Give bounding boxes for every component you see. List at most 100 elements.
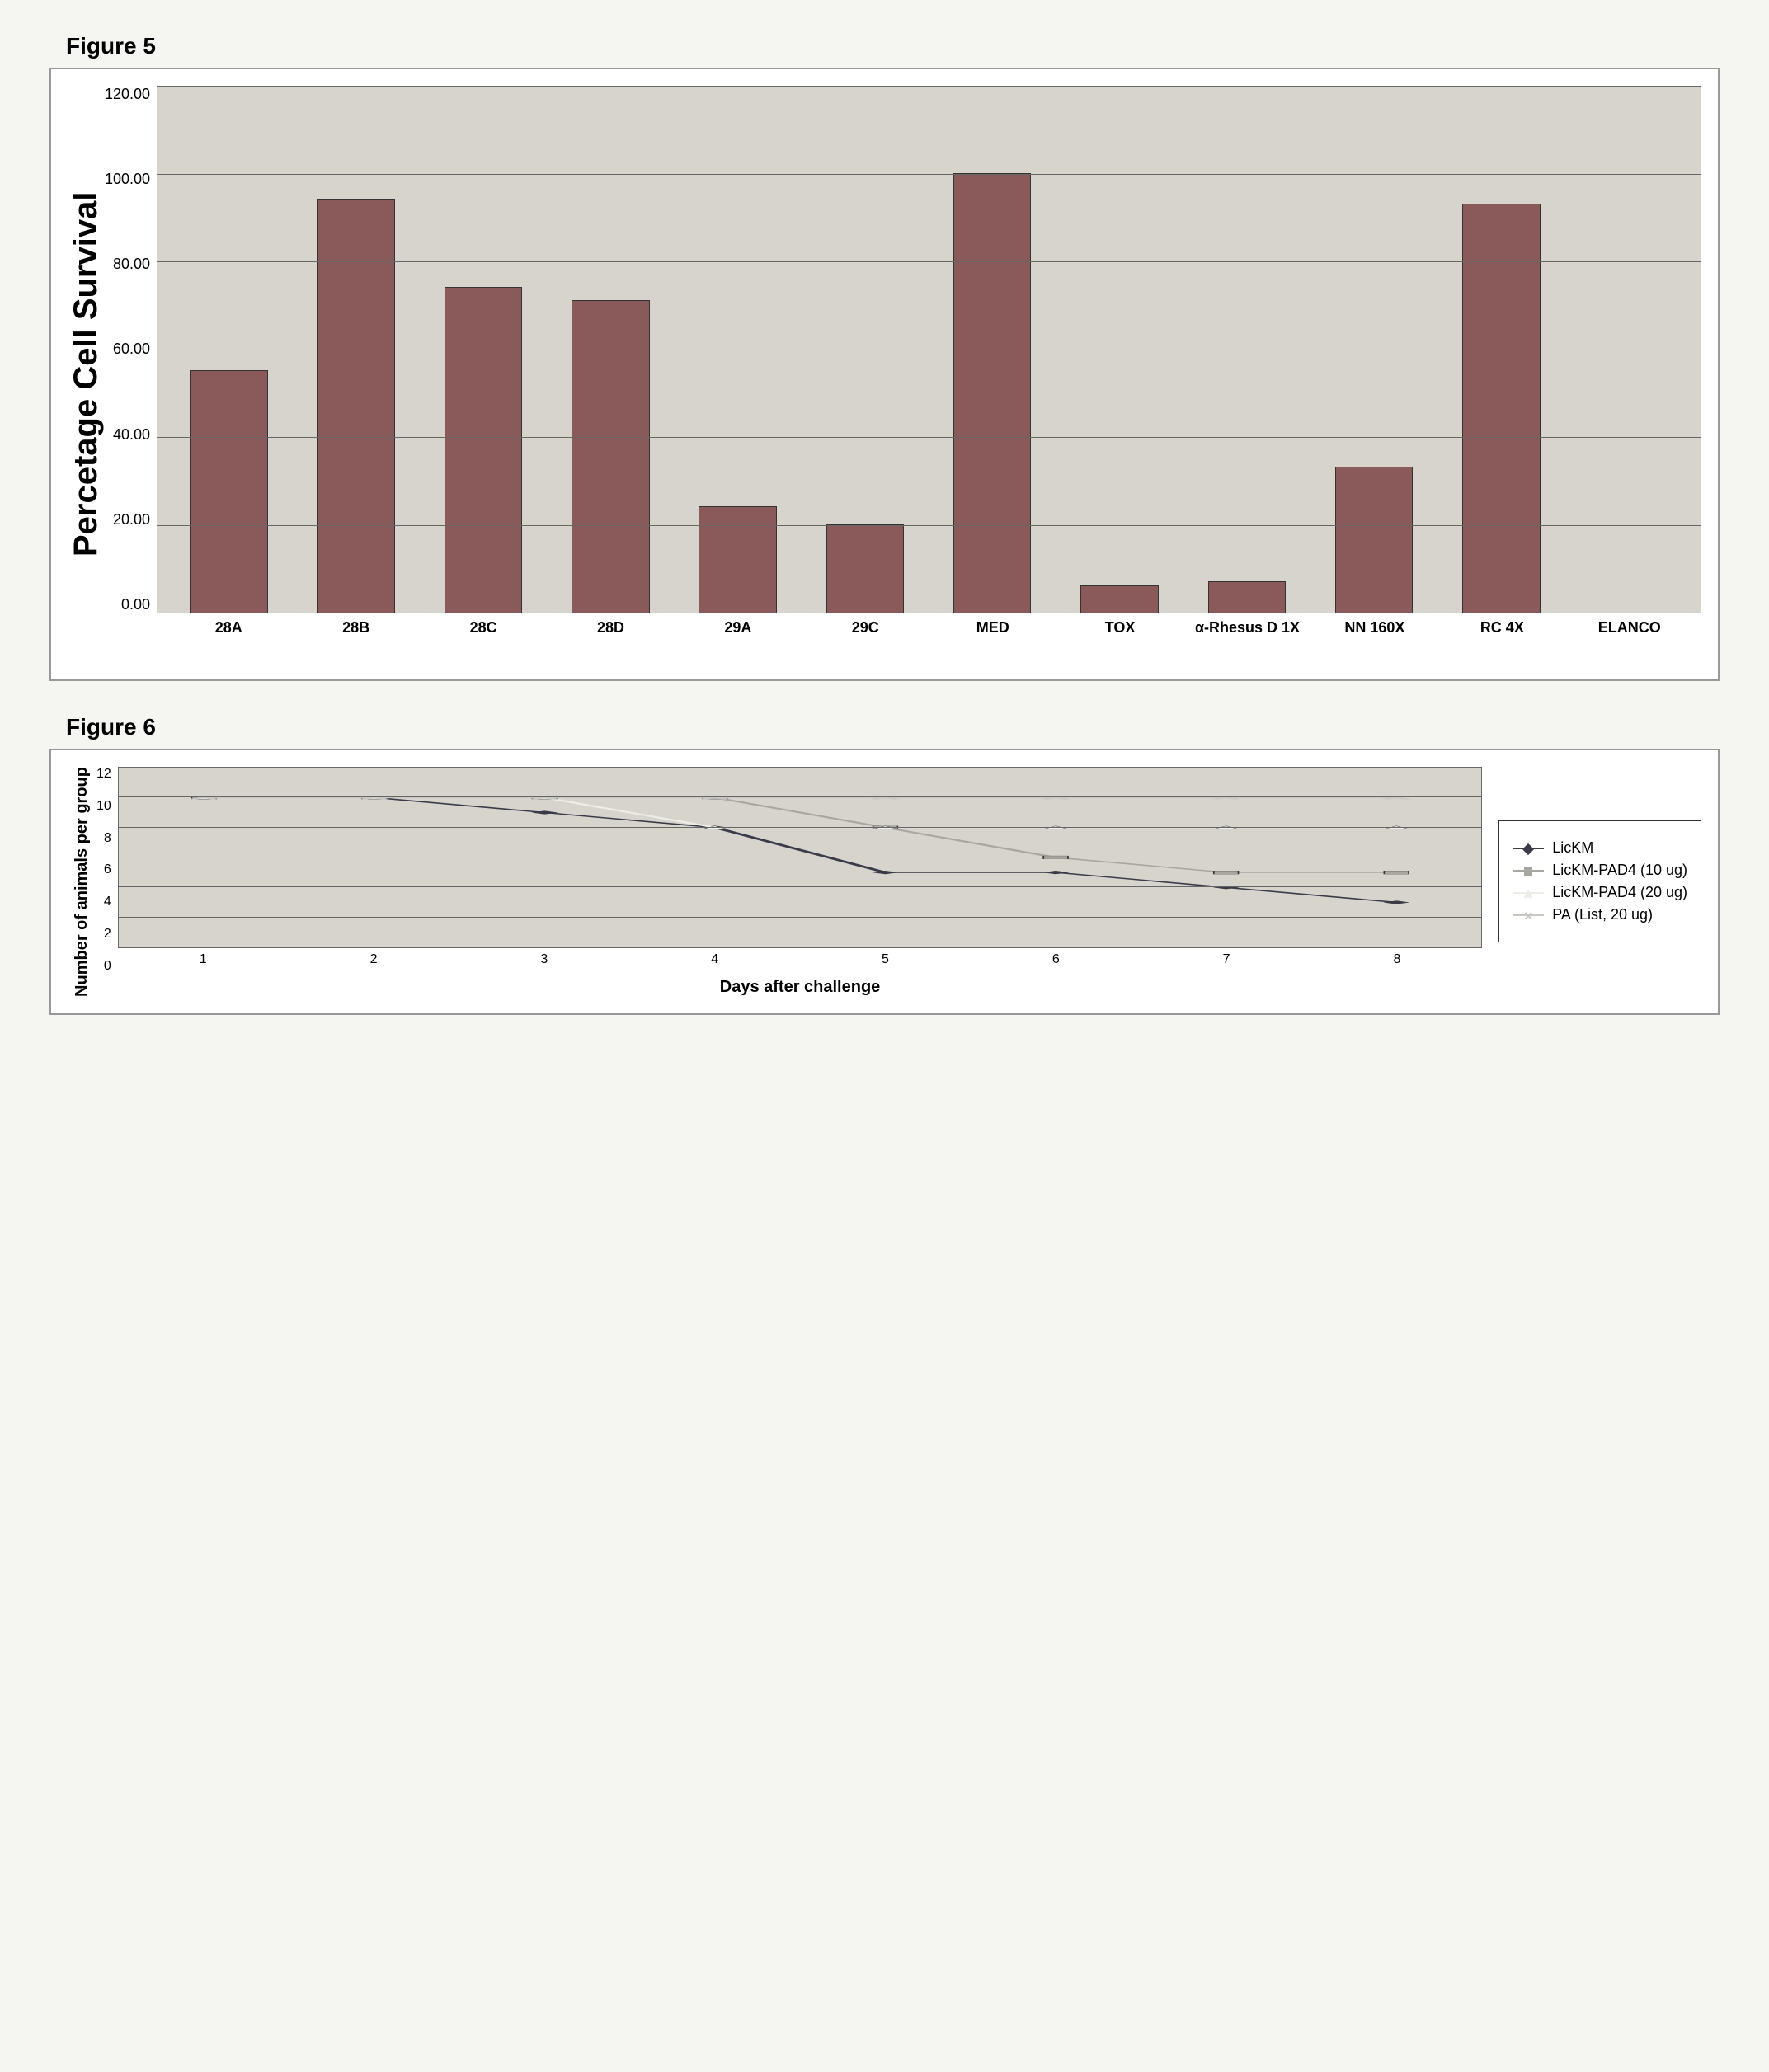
figure5-label: Figure 5 bbox=[66, 33, 1720, 59]
bar-x-label: 29C bbox=[802, 613, 929, 663]
legend: LicKM LicKM-PAD4 (10 ug) LicKM-PAD4 (20 ug… bbox=[1498, 820, 1701, 942]
bar-slot bbox=[420, 87, 547, 613]
bar bbox=[699, 506, 777, 613]
bar-slot bbox=[292, 87, 419, 613]
bar-x-label: MED bbox=[929, 613, 1056, 663]
bar-gridline bbox=[157, 86, 1701, 87]
line-x-label: 1 bbox=[118, 952, 289, 967]
line-x-title: Days after challenge bbox=[118, 978, 1482, 997]
bar-gridline bbox=[157, 525, 1701, 526]
bar-y-axis: 120.00 100.00 80.00 60.00 40.00 20.00 0.00 bbox=[105, 86, 157, 613]
bar-slot bbox=[929, 87, 1056, 613]
bar bbox=[445, 287, 523, 613]
bar-y-title: Percetage Cell Survival bbox=[68, 86, 105, 663]
line-x-label: 5 bbox=[800, 952, 971, 967]
line-gridline bbox=[119, 886, 1481, 887]
line-x-label: 6 bbox=[971, 952, 1141, 967]
series-marker bbox=[1214, 871, 1239, 874]
bar-y-tick: 120.00 bbox=[105, 86, 150, 103]
bar bbox=[953, 173, 1032, 614]
bar-slot bbox=[547, 87, 674, 613]
bar-x-label: 28C bbox=[420, 613, 547, 663]
bar-x-label: TOX bbox=[1056, 613, 1183, 663]
bar-x-label: α-Rhesus D 1X bbox=[1183, 613, 1310, 663]
bar bbox=[826, 524, 905, 614]
line-gridline bbox=[119, 827, 1481, 828]
bar-slot bbox=[1310, 87, 1437, 613]
bar-plot-area bbox=[157, 86, 1701, 613]
bar-x-label: NN 160X bbox=[1311, 613, 1438, 663]
bar bbox=[190, 370, 268, 613]
bar-slot bbox=[1437, 87, 1564, 613]
line-y-tick: 6 bbox=[104, 862, 111, 877]
bar-x-label: 29A bbox=[675, 613, 802, 663]
legend-swatch bbox=[1513, 892, 1544, 894]
bar bbox=[1462, 204, 1541, 613]
line-y-tick: 4 bbox=[104, 895, 111, 909]
bar-y-tick: 0.00 bbox=[121, 596, 150, 613]
series-line bbox=[204, 797, 1396, 872]
legend-marker-icon bbox=[1523, 890, 1533, 898]
bar-slot bbox=[165, 87, 292, 613]
bar-x-label: RC 4X bbox=[1438, 613, 1565, 663]
line-y-axis: 12 10 8 6 4 2 0 bbox=[96, 767, 118, 974]
legend-label: LicKM-PAD4 (10 ug) bbox=[1552, 862, 1687, 879]
legend-item: LicKM-PAD4 (20 ug) bbox=[1513, 884, 1687, 901]
bar-y-tick: 40.00 bbox=[113, 426, 150, 444]
legend-item: LicKM bbox=[1513, 839, 1687, 857]
line-x-label: 2 bbox=[289, 952, 459, 967]
legend-label: LicKM bbox=[1552, 839, 1593, 857]
legend-swatch bbox=[1513, 848, 1544, 849]
series-marker bbox=[1384, 871, 1409, 874]
bar-y-tick: 20.00 bbox=[113, 511, 150, 529]
line-plot-area bbox=[118, 767, 1482, 948]
bar-x-label: 28B bbox=[292, 613, 419, 663]
line-x-label: 7 bbox=[1141, 952, 1312, 967]
line-y-tick: 10 bbox=[96, 799, 111, 814]
bar-y-tick: 60.00 bbox=[113, 341, 150, 358]
line-y-tick: 8 bbox=[104, 831, 111, 846]
bar-slot bbox=[674, 87, 801, 613]
legend-label: LicKM-PAD4 (20 ug) bbox=[1552, 884, 1687, 901]
bar-slot bbox=[1565, 87, 1692, 613]
bar-x-label: 28A bbox=[165, 613, 292, 663]
legend-swatch bbox=[1513, 870, 1544, 872]
legend-marker-icon bbox=[1522, 843, 1534, 855]
bar-y-tick: 100.00 bbox=[105, 171, 150, 188]
bar-chart: Percetage Cell Survival 120.00 100.00 80.0… bbox=[68, 86, 1701, 663]
bar-slot bbox=[802, 87, 929, 613]
legend-item: LicKM-PAD4 (10 ug) bbox=[1513, 862, 1687, 879]
bar-x-labels: 28A28B28C28D29A29CMEDTOXα-Rhesus D 1XNN … bbox=[157, 613, 1701, 663]
figure5-frame: Percetage Cell Survival 120.00 100.00 80.0… bbox=[49, 68, 1720, 681]
line-y-tick: 12 bbox=[96, 767, 111, 782]
bar-gridline bbox=[157, 437, 1701, 438]
legend-swatch: × bbox=[1513, 914, 1544, 916]
legend-marker-icon: × bbox=[1524, 912, 1533, 920]
figure6-label: Figure 6 bbox=[66, 714, 1720, 740]
line-y-title: Number of animals per group bbox=[68, 767, 96, 997]
figure6-frame: Number of animals per group 12 10 8 6 4 2 0 12… bbox=[49, 749, 1720, 1015]
bar-slot bbox=[1183, 87, 1310, 613]
bar bbox=[1208, 581, 1287, 613]
legend-label: PA (List, 20 ug) bbox=[1552, 906, 1653, 923]
line-gridline bbox=[119, 767, 1481, 768]
line-y-tick: 0 bbox=[104, 959, 111, 974]
line-x-label: 3 bbox=[459, 952, 629, 967]
bar-slot bbox=[1056, 87, 1183, 613]
bar-gridline bbox=[157, 174, 1701, 175]
line-x-label: 8 bbox=[1311, 952, 1482, 967]
bar bbox=[1080, 585, 1159, 613]
line-gridline bbox=[119, 917, 1481, 918]
bar bbox=[572, 300, 650, 613]
line-gridline bbox=[119, 796, 1481, 797]
line-x-labels: 12345678 bbox=[118, 948, 1482, 971]
line-series-svg bbox=[119, 768, 1481, 947]
legend-item: × PA (List, 20 ug) bbox=[1513, 906, 1687, 923]
bar-x-label: 28D bbox=[547, 613, 674, 663]
line-y-tick: 2 bbox=[104, 927, 111, 942]
line-x-label: 4 bbox=[629, 952, 800, 967]
bars-container bbox=[157, 87, 1701, 613]
bar-x-label: ELANCO bbox=[1566, 613, 1693, 663]
bar-gridline bbox=[157, 261, 1701, 262]
bar-y-tick: 80.00 bbox=[113, 256, 150, 273]
